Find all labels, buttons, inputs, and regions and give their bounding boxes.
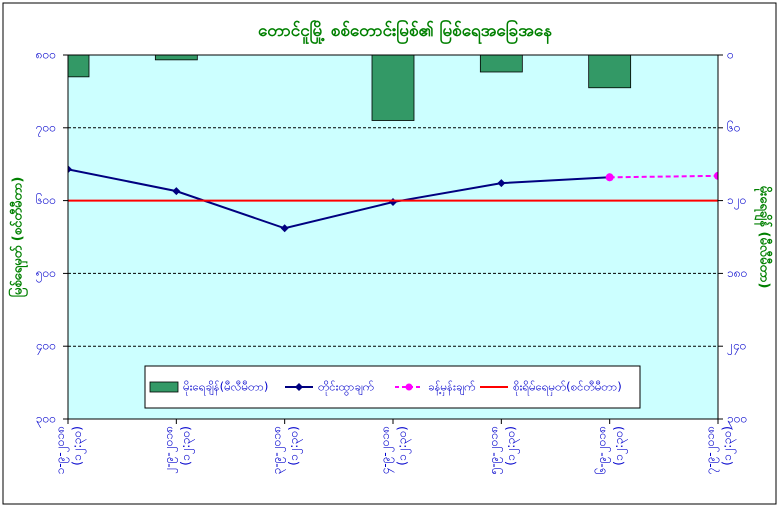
y2-tick-label: ၀ bbox=[727, 48, 734, 62]
y2-tick-label: ၃၀၀ bbox=[727, 412, 747, 429]
x-tick-label-part: ၇-၉-၂၀၁၈ bbox=[703, 426, 720, 474]
bar bbox=[154, 55, 198, 61]
x-tick-label: ၂-၉-၂၀၁၈ (၁၂:၃၀) bbox=[161, 426, 195, 474]
line-series bbox=[609, 174, 718, 179]
x-tick-label-part: ၄-၉-၂၀၁၈ bbox=[378, 426, 395, 474]
y-tick-label: ၇၀၀ bbox=[36, 120, 56, 137]
x-tick-label-part: (၁၂:၃၀) bbox=[178, 426, 195, 466]
bar bbox=[588, 55, 632, 89]
marker bbox=[714, 171, 718, 180]
x-tick-label-part: (၁၂:၃၀) bbox=[503, 426, 520, 466]
marker bbox=[497, 179, 506, 188]
x-tick-label-part: ၁-၉-၂၀၁၈ bbox=[53, 426, 70, 474]
x-tick-label-part: ၆-၉-၂၀၁၈ bbox=[593, 426, 611, 474]
plot-border bbox=[67, 54, 719, 420]
y-tick-label: ၅၀၀ bbox=[36, 266, 56, 283]
x-tick-label-part: ၂-၉-၂၀၁၈ bbox=[161, 426, 178, 474]
legend-swatch bbox=[149, 381, 179, 393]
x-tick-label-part: (၁၂:၃၀) bbox=[611, 426, 628, 466]
y-tick-label: ၄၀၀ bbox=[36, 339, 56, 356]
y2-tick-label: ၁၂၀ bbox=[727, 193, 746, 210]
x-tick-label-part: ၅-၉-၂၀၁၈ bbox=[486, 426, 503, 474]
x-tick-label: ၆-၉-၂၀၁၈ (၁၂:၃၀) bbox=[593, 426, 628, 474]
y-tick-label: ၆၀၀ bbox=[36, 192, 56, 207]
legend-marker bbox=[295, 383, 303, 391]
marker bbox=[605, 173, 614, 182]
y2-axis-label: မိုးရေချိန် (မီလီမီတာ) bbox=[754, 186, 774, 289]
y2-tick-label: ၆၀ bbox=[727, 119, 741, 134]
bar bbox=[68, 55, 90, 78]
legend-marker bbox=[405, 383, 413, 391]
bar bbox=[371, 55, 415, 121]
x-tick-label-part: (၁၂:၃၀) bbox=[720, 426, 737, 466]
legend-box bbox=[144, 365, 641, 409]
marker bbox=[172, 187, 181, 196]
y2-tick-label: ၁၈၀ bbox=[727, 266, 747, 280]
x-tick-label: ၇-၉-၂၀၁၈ (၁၂:၃၀) bbox=[703, 426, 737, 474]
x-tick-label: ၁-၉-၂၀၁၈ (၁၂:၃၀) bbox=[53, 426, 87, 474]
bar bbox=[479, 55, 523, 73]
x-tick-label: ၄-၉-၂၀၁၈ (၁၂:၃၀) bbox=[378, 426, 412, 474]
x-tick-label: ၅-၉-၂၀၁၈ (၁၂:၃၀) bbox=[486, 426, 520, 474]
marker bbox=[280, 224, 289, 233]
y-tick-label: ၃၀၀ bbox=[36, 412, 56, 429]
legend-label: တိုင်းထွာချက် bbox=[318, 380, 374, 396]
line-series bbox=[68, 168, 610, 230]
y2-tick-label: ၂၄၀ bbox=[727, 339, 746, 356]
x-tick-label-part: ၃-၉-၂၀၁၈ bbox=[269, 426, 286, 474]
x-tick-label-part: (၁၂:၃၀) bbox=[286, 426, 303, 466]
x-tick-label-part: (၁၂:၃၀) bbox=[395, 426, 412, 466]
plot-series bbox=[68, 55, 718, 233]
y-axis-label: မြစ်ရေမှတ် (စင်တီမီတာ) bbox=[8, 177, 29, 298]
legend-label: စိုးရိမ်ရေမှတ်(စင်တီမီတာ) bbox=[513, 380, 622, 396]
x-tick-label: ၃-၉-၂၀၁၈ (၁၂:၃၀) bbox=[269, 426, 303, 474]
legend-label: ခန့်မှန်းချက် bbox=[428, 380, 475, 396]
x-tick-label-part: (၁၂:၃၀) bbox=[70, 426, 87, 466]
chart-title: တောင်ငူမြို့ စစ်တောင်းမြစ်၏ မြစ်ရေအခြေအန… bbox=[258, 18, 552, 45]
marker bbox=[68, 165, 72, 174]
y-tick-label: ၈၀၀ bbox=[36, 48, 56, 62]
legend-label: မိုးရေချိန်(မီလီမီတာ) bbox=[183, 380, 268, 396]
